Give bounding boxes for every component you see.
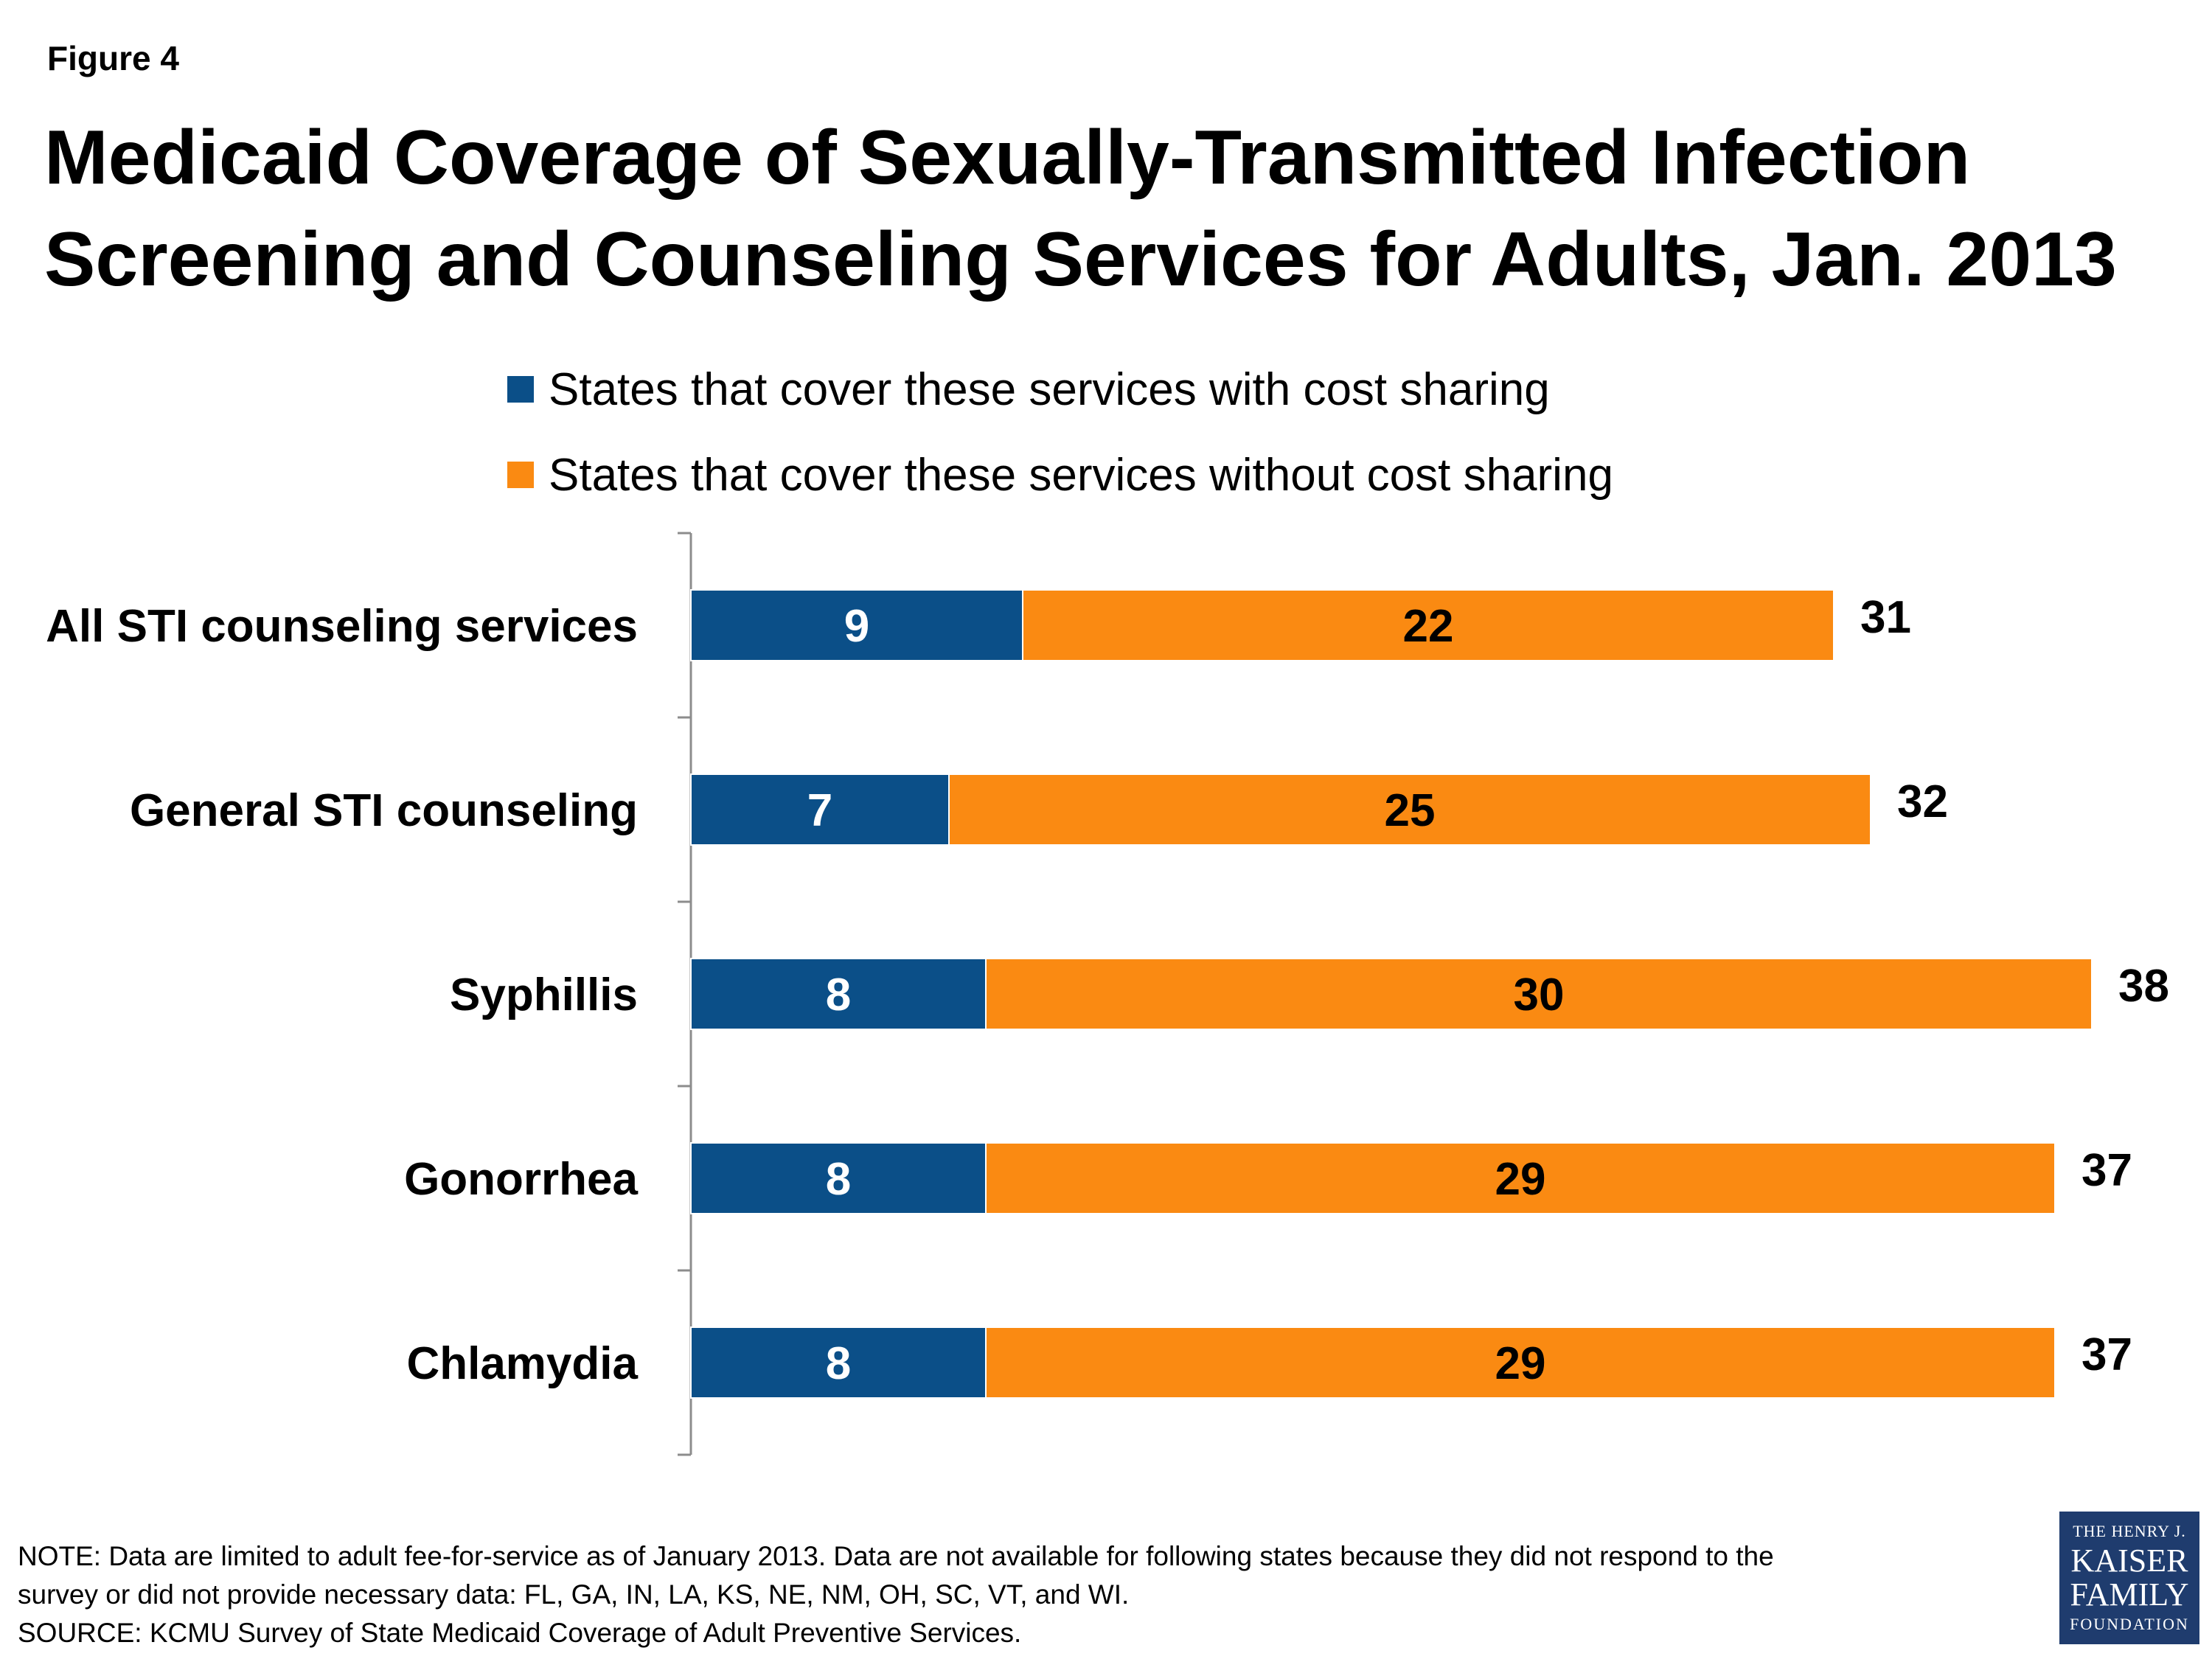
category-label-syphillis: Syphillis bbox=[450, 970, 638, 1020]
chart-title: Medicaid Coverage of Sexually-Transmitte… bbox=[44, 107, 2153, 310]
data-label-general-sti-counseling-with-cost-sharing: 7 bbox=[807, 785, 832, 836]
total-label-all-sti-counseling-services: 31 bbox=[1860, 592, 1911, 643]
footnote-note-line-1: NOTE: Data are limited to adult fee-for-… bbox=[18, 1541, 1774, 1571]
chart-title-line-2: Screening and Counseling Services for Ad… bbox=[44, 217, 2117, 302]
data-label-chlamydia-with-cost-sharing: 8 bbox=[826, 1338, 851, 1389]
footnote-source: SOURCE: KCMU Survey of State Medicaid Co… bbox=[18, 1618, 1022, 1648]
data-label-gonorrhea-without-cost-sharing: 29 bbox=[1495, 1154, 1546, 1205]
data-label-general-sti-counseling-without-cost-sharing: 25 bbox=[1385, 785, 1436, 836]
bar-segment-all-sti-counseling-services-with-cost-sharing bbox=[690, 589, 1023, 661]
bar-segment-chlamydia-without-cost-sharing bbox=[985, 1326, 2056, 1399]
bar-segment-syphillis-with-cost-sharing bbox=[690, 958, 987, 1030]
logo-line-2a: KAISER bbox=[2070, 1543, 2188, 1579]
total-label-chlamydia: 37 bbox=[2081, 1329, 2132, 1380]
logo-line-1: THE HENRY J. bbox=[2073, 1522, 2186, 1540]
bar-segment-syphillis-without-cost-sharing bbox=[985, 958, 2093, 1030]
bar-segment-general-sti-counseling-with-cost-sharing bbox=[690, 773, 950, 846]
category-label-chlamydia: Chlamydia bbox=[406, 1338, 638, 1389]
data-label-all-sti-counseling-services-with-cost-sharing: 9 bbox=[844, 601, 869, 652]
data-label-gonorrhea-with-cost-sharing: 8 bbox=[826, 1154, 851, 1205]
data-label-syphillis-without-cost-sharing: 30 bbox=[1514, 970, 1565, 1020]
legend-label-with-cost-sharing: States that cover these services with co… bbox=[549, 364, 1550, 415]
logo-line-2b: FAMILY bbox=[2070, 1576, 2189, 1613]
total-label-gonorrhea: 37 bbox=[2081, 1145, 2132, 1196]
footnote-note-line-2: survey or did not provide necessary data… bbox=[18, 1579, 1130, 1610]
legend-label-without-cost-sharing: States that cover these services without… bbox=[549, 449, 1613, 501]
category-label-gonorrhea: Gonorrhea bbox=[404, 1154, 638, 1205]
data-label-all-sti-counseling-services-without-cost-sharing: 22 bbox=[1403, 601, 1454, 652]
total-label-general-sti-counseling: 32 bbox=[1897, 776, 1948, 827]
kaiser-family-foundation-logo: THE HENRY J. KAISER FAMILY FOUNDATION bbox=[2059, 1512, 2199, 1644]
legend-item-without-cost-sharing: States that cover these services without… bbox=[507, 432, 1613, 518]
total-label-syphillis: 38 bbox=[2118, 961, 2169, 1012]
category-label-all-sti-counseling-services: All STI counseling services bbox=[46, 601, 638, 652]
data-label-syphillis-with-cost-sharing: 8 bbox=[826, 970, 851, 1020]
legend: States that cover these services with co… bbox=[507, 347, 1613, 518]
bar-segment-chlamydia-with-cost-sharing bbox=[690, 1326, 987, 1399]
figure-label: Figure 4 bbox=[47, 39, 179, 77]
bar-segment-all-sti-counseling-services-without-cost-sharing bbox=[1022, 589, 1834, 661]
category-label-general-sti-counseling: General STI counseling bbox=[130, 785, 638, 836]
bar-segment-gonorrhea-without-cost-sharing bbox=[985, 1142, 2056, 1214]
legend-swatch-with-cost-sharing bbox=[507, 376, 534, 403]
legend-swatch-without-cost-sharing bbox=[507, 462, 534, 488]
bar-segment-general-sti-counseling-without-cost-sharing bbox=[948, 773, 1871, 846]
data-label-chlamydia-without-cost-sharing: 29 bbox=[1495, 1338, 1546, 1389]
bar-chart: All STI counseling services 9 22 31 General … bbox=[46, 532, 2169, 1456]
logo-line-3: FOUNDATION bbox=[2070, 1615, 2189, 1633]
chart-title-line-1: Medicaid Coverage of Sexually-Transmitte… bbox=[44, 115, 1971, 201]
legend-item-with-cost-sharing: States that cover these services with co… bbox=[507, 347, 1613, 432]
footnote: NOTE: Data are limited to adult fee-for-… bbox=[18, 1537, 2008, 1652]
